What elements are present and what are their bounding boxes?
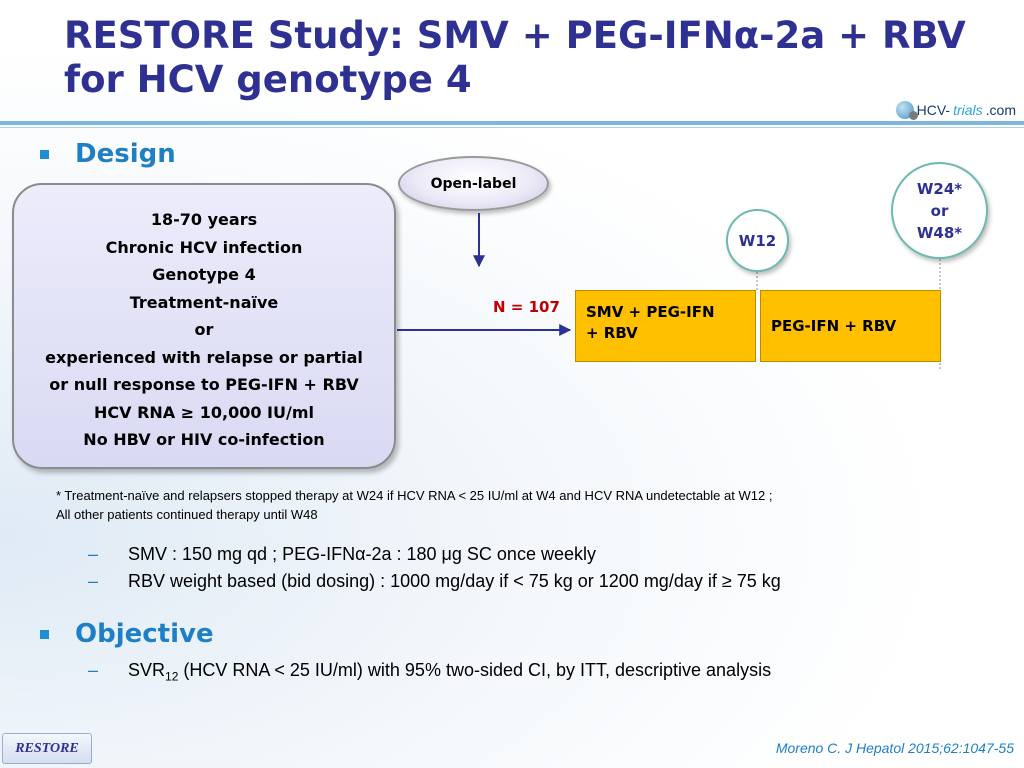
logo-trials: trials — [953, 102, 983, 118]
restore-nav-button[interactable]: RESTORE — [2, 733, 92, 764]
peg-ifn-rbv-arm: PEG-IFN + RBV — [760, 290, 941, 362]
design-heading-label: Design — [75, 139, 176, 169]
footnote-line-1: * Treatment-naïve and relapsers stopped … — [56, 488, 773, 503]
square-bullet-icon — [40, 149, 49, 159]
w48-label: W48* — [916, 223, 963, 242]
criteria-line: or — [194, 320, 214, 339]
list-item: – SMV : 150 mg qd ; PEG-IFNα-2a : 180 μg… — [88, 541, 781, 568]
criteria-line: HCV RNA ≥ 10,000 IU/ml — [94, 402, 314, 422]
smv-combination-arm: SMV + PEG-IFN + RBV — [575, 290, 756, 362]
square-bullet-icon — [40, 629, 49, 639]
hcv-trials-logo: HCV-trials .com — [895, 99, 1016, 121]
logo-prefix: HCV- — [916, 102, 951, 118]
w24-label: W24* — [916, 179, 963, 198]
dash-bullet-icon: – — [88, 544, 99, 564]
w24-w48-timepoint-circle: W24* or W48* — [891, 162, 988, 259]
criteria-line: experienced with relapse or partial — [45, 347, 363, 367]
objective-svr: SVR — [128, 660, 166, 680]
arm2-label: PEG-IFN + RBV — [771, 317, 897, 335]
list-item: – RBV weight based (bid dosing) : 1000 m… — [88, 568, 781, 595]
criteria-line: 18-70 years — [150, 210, 258, 229]
objective-rest: (HCV RNA < 25 IU/ml) with 95% two-sided … — [178, 660, 772, 680]
objective-text: SVR12 (HCV RNA < 25 IU/ml) with 95% two-… — [128, 657, 771, 691]
dosing-text: SMV : 150 mg qd ; PEG-IFNα-2a : 180 μg S… — [128, 544, 596, 564]
magnifier-logo-icon — [895, 101, 918, 120]
criteria-line: Treatment-naïve — [129, 292, 279, 312]
title-line-2: for HCV genotype 4 — [64, 58, 472, 101]
slide-title: RESTORE Study: SMV + PEG-IFNα-2a + RBV f… — [64, 14, 966, 102]
arm1-line-2: + RBV — [586, 324, 638, 342]
objective-heading-label: Objective — [75, 619, 214, 649]
header-divider-thin — [0, 127, 1024, 128]
w12-label: W12 — [738, 231, 777, 250]
design-heading: Design — [40, 139, 176, 169]
open-label-text: Open-label — [430, 175, 517, 192]
criteria-line: No HBV or HIV co-infection — [83, 430, 325, 449]
criteria-line: or null response to PEG-IFN + RBV — [49, 375, 359, 394]
footnote-line-2: All other patients continued therapy unt… — [56, 507, 318, 522]
w12-timepoint-circle: W12 — [726, 209, 789, 272]
inclusion-criteria-box: 18-70 years Chronic HCV infection Genoty… — [12, 183, 396, 469]
arm1-line-1: SMV + PEG-IFN — [586, 303, 715, 321]
criteria-line: Chronic HCV infection — [105, 237, 303, 257]
dash-bullet-icon: – — [88, 660, 99, 680]
or-label: or — [930, 201, 949, 220]
citation: Moreno C. J Hepatol 2015;62:1047-55 — [775, 740, 1014, 756]
design-footnote: * Treatment-naïve and relapsers stopped … — [56, 486, 772, 524]
dosing-text: RBV weight based (bid dosing) : 1000 mg/… — [128, 571, 781, 591]
objective-svr-subscript: 12 — [165, 669, 179, 684]
list-item: – SVR12 (HCV RNA < 25 IU/ml) with 95% tw… — [88, 657, 771, 691]
objective-list: – SVR12 (HCV RNA < 25 IU/ml) with 95% tw… — [88, 657, 771, 691]
objective-heading: Objective — [40, 619, 214, 649]
title-line-1: RESTORE Study: SMV + PEG-IFNα-2a + RBV — [64, 14, 966, 57]
logo-suffix: .com — [985, 102, 1016, 118]
open-label-oval: Open-label — [398, 156, 549, 211]
sample-size-label: N = 107 — [493, 298, 560, 316]
dash-bullet-icon: – — [88, 571, 99, 591]
header-divider — [0, 121, 1024, 125]
criteria-line: Genotype 4 — [152, 265, 256, 284]
dosing-list: – SMV : 150 mg qd ; PEG-IFNα-2a : 180 μg… — [88, 541, 781, 595]
